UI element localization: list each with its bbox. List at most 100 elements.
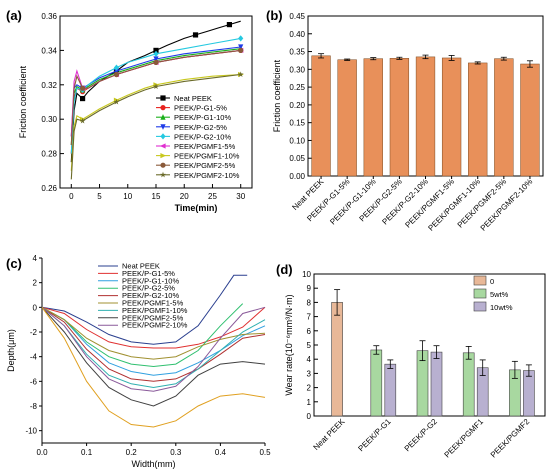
y-tick-label: 0.34 [41, 46, 57, 55]
bar [441, 57, 462, 177]
x-tick-label: 15 [152, 192, 161, 201]
bar-10wt [430, 351, 443, 417]
data-point [226, 22, 233, 28]
legend-label: Neat PEEK [122, 262, 160, 271]
y-tick-label: 8 [307, 298, 312, 307]
data-point [79, 95, 86, 102]
profile-peek-p-g2-5 [41, 303, 244, 368]
y-tick-label: 0.05 [289, 154, 305, 163]
panel-d-wear-rate-bar-chart: (d) 0 1 2 3 4 5 6 7 8 9 10 Wear rate(10⁻⁶mm³/N·m) Nea… [276, 262, 546, 460]
legend-marker [160, 105, 166, 111]
profile-peek-p-g2-10 [41, 306, 266, 382]
y-tick-label: 0.10 [289, 136, 305, 145]
legend-swatch [473, 275, 487, 286]
legend-label: PEEK/P-G2-10% [174, 132, 231, 141]
y-tick-label: -4 [30, 353, 38, 362]
legend-swatch [473, 288, 487, 299]
data-point [238, 35, 244, 42]
y-tick-label: 0.20 [289, 101, 305, 110]
y-tick-label: 4 [33, 254, 38, 263]
data-point [113, 71, 120, 78]
legend-label: PEEK/PGMF1-5% [174, 142, 236, 151]
y-axis-label: Wear rate(10⁻⁶mm³/N·m) [284, 294, 294, 395]
y-tick-label: -2 [30, 328, 38, 337]
bar-5wt [462, 352, 475, 417]
y-tick-label: 5 [307, 341, 312, 350]
data-point [153, 47, 159, 53]
panel-label: (c) [6, 256, 22, 271]
legend-label: PEEK/P-G1-10% [122, 276, 179, 285]
panel-label: (b) [266, 8, 283, 23]
y-tick-label: 0.25 [289, 83, 305, 92]
y-tick-label: 0 [307, 412, 312, 421]
legend-label: 10wt% [490, 303, 513, 312]
legend-label: PEEK/PGMF1-5% [122, 299, 184, 308]
x-axis-label: Width(mm) [132, 459, 176, 469]
legend-label: PEEK/P-G1-10% [174, 113, 231, 122]
x-tick-label: Neat PEEK [312, 417, 347, 452]
x-tick-label: 10 [123, 192, 132, 201]
x-tick-label: 0.1 [81, 448, 93, 457]
y-tick-label: -6 [30, 377, 38, 386]
legend-marker [160, 114, 166, 120]
x-tick-label: 20 [180, 192, 189, 201]
y-tick-label: 0.30 [41, 115, 57, 124]
legend-marker [160, 95, 166, 101]
profile-peek-pgmf2-10 [41, 306, 266, 392]
y-tick-label: 4 [307, 355, 312, 364]
x-tick-label: PEEK/PGMF2-10% [479, 177, 535, 233]
x-tick-label: 5 [97, 192, 102, 201]
x-tick-label: PEEK/PGMF1 [443, 417, 486, 460]
data-point [79, 117, 86, 124]
data-point [79, 85, 86, 91]
x-tick-label: PEEK/P-G1-10% [328, 177, 377, 226]
legend: Neat PEEKPEEK/P-G1-5%PEEK/P-G1-10%PEEK/P… [156, 94, 240, 180]
legend-label: 0 [490, 277, 494, 286]
profile-peek-pgmf2-5 [41, 306, 266, 407]
y-tick-label: -8 [30, 402, 38, 411]
x-tick-label: 0.3 [170, 448, 182, 457]
x-tick-label: 0.5 [259, 448, 271, 457]
y-tick-label: 1 [307, 398, 312, 407]
legend-swatch [473, 301, 487, 312]
legend-label: PEEK/P-G2-5% [174, 123, 227, 132]
x-tick-label: PEEK/P-G2-10% [380, 177, 429, 226]
y-tick-label: 9 [307, 284, 312, 293]
legend-marker [160, 153, 167, 159]
y-tick-label: 10 [302, 270, 311, 279]
y-tick-label: 2 [307, 384, 312, 393]
x-tick-label: 0.0 [36, 448, 48, 457]
profile-series [41, 307, 266, 428]
legend-label: PEEK/PGMF2-10% [174, 171, 240, 180]
legend-label: 5wt% [490, 290, 509, 299]
y-tick-label: 6 [307, 327, 312, 336]
legend-marker [160, 162, 166, 168]
legend-marker [159, 143, 166, 149]
x-tick-label: 25 [208, 192, 217, 201]
legend-marker [160, 171, 166, 178]
bar [415, 56, 436, 177]
legend-label: PEEK/PGMF2-5% [174, 161, 236, 170]
profile-peek-p-g1-10 [41, 306, 266, 376]
data-point [238, 47, 244, 54]
x-axis-label: Time(min) [175, 203, 218, 213]
x-tick-label: PEEK/P-G2 [403, 417, 440, 454]
legend: 0 5wt% 10wt% [473, 275, 513, 312]
legend-marker [160, 133, 166, 140]
data-point [113, 98, 120, 105]
legend: Neat PEEKPEEK/P-G1-5%PEEK/P-G1-10%PEEK/P… [98, 262, 188, 330]
y-tick-label: 7 [307, 313, 312, 322]
panel-b-friction-bar-chart: (b) 0.00 0.05 0.10 0.15 0.20 0.25 0.30 0.35 0.40 0… [266, 8, 544, 233]
y-tick-label: 0.40 [289, 30, 305, 39]
panel-label: (d) [276, 262, 293, 277]
legend-label: PEEK/P-G1-5% [174, 104, 227, 113]
bar-0 [331, 302, 343, 417]
legend-marker [160, 124, 166, 130]
bar [311, 55, 331, 177]
data-point [113, 64, 120, 71]
data-point [192, 32, 199, 38]
data-point [153, 56, 159, 63]
data-point [153, 83, 159, 90]
bar [520, 63, 540, 177]
